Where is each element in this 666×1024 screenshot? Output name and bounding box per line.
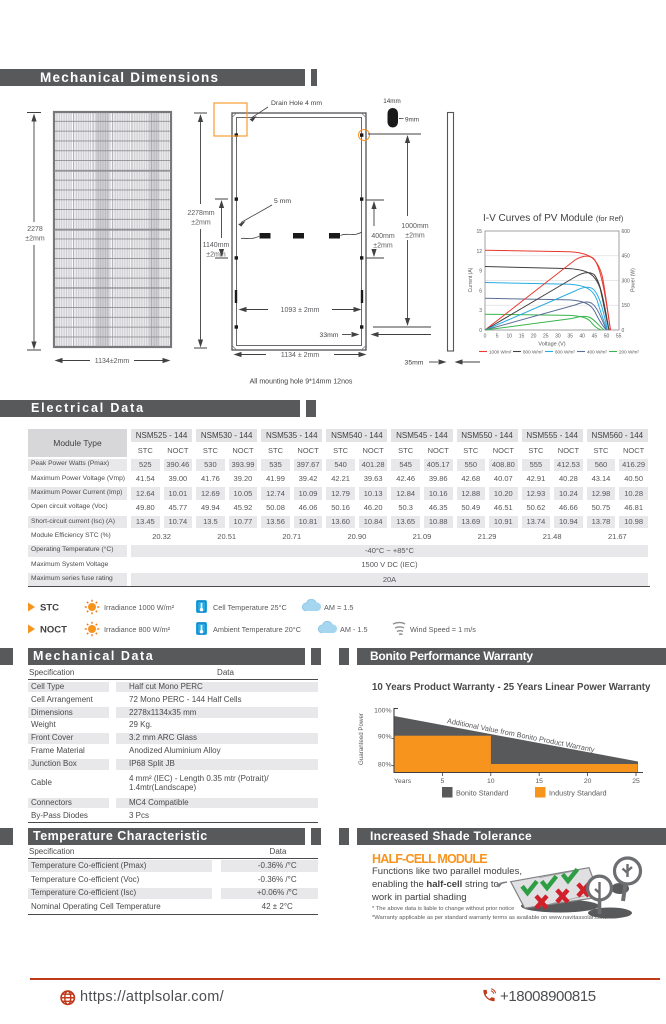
svg-text:0: 0 xyxy=(622,328,625,334)
svg-text:10: 10 xyxy=(507,334,513,340)
svg-text:450: 450 xyxy=(622,254,631,260)
svg-text:Power (W): Power (W) xyxy=(631,268,637,292)
svg-text:AM = 1.5: AM = 1.5 xyxy=(324,603,353,612)
svg-text:20: 20 xyxy=(531,334,537,340)
svg-text:Irradiance 1000 W/m²: Irradiance 1000 W/m² xyxy=(104,603,175,612)
svg-text:12: 12 xyxy=(476,249,482,255)
svg-text:3: 3 xyxy=(479,308,482,314)
svg-text:±2mm: ±2mm xyxy=(405,233,425,240)
svg-text:14mm: 14mm xyxy=(383,98,401,105)
svg-text:1134 ± 2mm: 1134 ± 2mm xyxy=(281,352,320,359)
svg-text:400 W/m²: 400 W/m² xyxy=(587,350,607,355)
svg-text:200 W/m²: 200 W/m² xyxy=(619,350,639,355)
svg-text:50: 50 xyxy=(604,334,610,340)
svg-text:0: 0 xyxy=(484,334,487,340)
svg-text:Voltage (V): Voltage (V) xyxy=(538,342,565,348)
svg-text:15: 15 xyxy=(519,334,525,340)
svg-text:150: 150 xyxy=(622,303,631,309)
svg-text:45: 45 xyxy=(592,334,598,340)
svg-text:1134±2mm: 1134±2mm xyxy=(95,358,130,365)
svg-text:Industry Standard: Industry Standard xyxy=(549,789,607,798)
svg-text:25: 25 xyxy=(543,334,549,340)
svg-text:35: 35 xyxy=(567,334,573,340)
svg-text:STC: STC xyxy=(40,603,59,614)
svg-text:25: 25 xyxy=(632,778,640,785)
svg-text:40: 40 xyxy=(579,334,585,340)
svg-text:5: 5 xyxy=(441,778,445,785)
svg-text:90%: 90% xyxy=(378,733,392,740)
svg-text:±2mm: ±2mm xyxy=(206,252,226,259)
svg-text:±2mm: ±2mm xyxy=(191,220,211,227)
svg-text:400mm: 400mm xyxy=(371,233,395,240)
svg-text:Wind Speed = 1 m/s: Wind Speed = 1 m/s xyxy=(410,625,476,634)
svg-text:9mm: 9mm xyxy=(405,117,419,124)
svg-text:Drain Hole 4 mm: Drain Hole 4 mm xyxy=(271,100,322,107)
svg-text:All mounting hole 9*14mm 12nos: All mounting hole 9*14mm 12nos xyxy=(250,379,353,386)
svg-text:55: 55 xyxy=(616,334,622,340)
svg-text:100%: 100% xyxy=(374,708,391,715)
svg-text:15: 15 xyxy=(535,778,543,785)
svg-text:Bonito Standard: Bonito Standard xyxy=(456,789,508,798)
svg-text:±2mm: ±2mm xyxy=(25,236,45,243)
svg-text:6: 6 xyxy=(479,288,482,294)
svg-text:1000mm: 1000mm xyxy=(401,223,428,230)
svg-text:600 W/m²: 600 W/m² xyxy=(555,350,575,355)
svg-text:1140mm: 1140mm xyxy=(203,242,230,249)
svg-text:600: 600 xyxy=(622,229,631,235)
svg-text:5 mm: 5 mm xyxy=(274,198,291,205)
svg-text:20: 20 xyxy=(584,778,592,785)
svg-text:I-V Curves of PV Module (for R: I-V Curves of PV Module (for Ref) xyxy=(483,213,624,224)
svg-text:300: 300 xyxy=(622,279,631,285)
svg-text:Years: Years xyxy=(394,778,412,785)
svg-text:Current (A): Current (A) xyxy=(468,267,474,292)
svg-text:2278mm: 2278mm xyxy=(187,210,214,217)
svg-text:±2mm: ±2mm xyxy=(373,243,393,250)
svg-text:Irradiance 800 W/m²: Irradiance 800 W/m² xyxy=(104,625,171,634)
svg-text:30: 30 xyxy=(555,334,561,340)
svg-text:5: 5 xyxy=(496,334,499,340)
svg-text:Cell Temperature 25°C: Cell Temperature 25°C xyxy=(213,603,287,612)
svg-text:800 W/m²: 800 W/m² xyxy=(523,350,543,355)
svg-text:1000 W/m²: 1000 W/m² xyxy=(489,350,512,355)
svg-text:NOCT: NOCT xyxy=(40,625,67,636)
svg-text:AM - 1.5: AM - 1.5 xyxy=(340,625,368,634)
svg-text:10: 10 xyxy=(487,778,495,785)
svg-text:33mm: 33mm xyxy=(320,332,339,339)
svg-text:2278: 2278 xyxy=(27,226,43,233)
svg-text:0: 0 xyxy=(479,328,482,334)
svg-text:1093 ± 2mm: 1093 ± 2mm xyxy=(281,307,320,314)
svg-text:Guaranteed Power: Guaranteed Power xyxy=(358,713,365,765)
svg-text:15: 15 xyxy=(476,229,482,235)
svg-text:Ambient Temperature 20°C: Ambient Temperature 20°C xyxy=(213,625,301,634)
svg-text:35mm: 35mm xyxy=(405,360,424,367)
svg-text:80%: 80% xyxy=(378,762,392,769)
svg-text:9: 9 xyxy=(479,269,482,275)
